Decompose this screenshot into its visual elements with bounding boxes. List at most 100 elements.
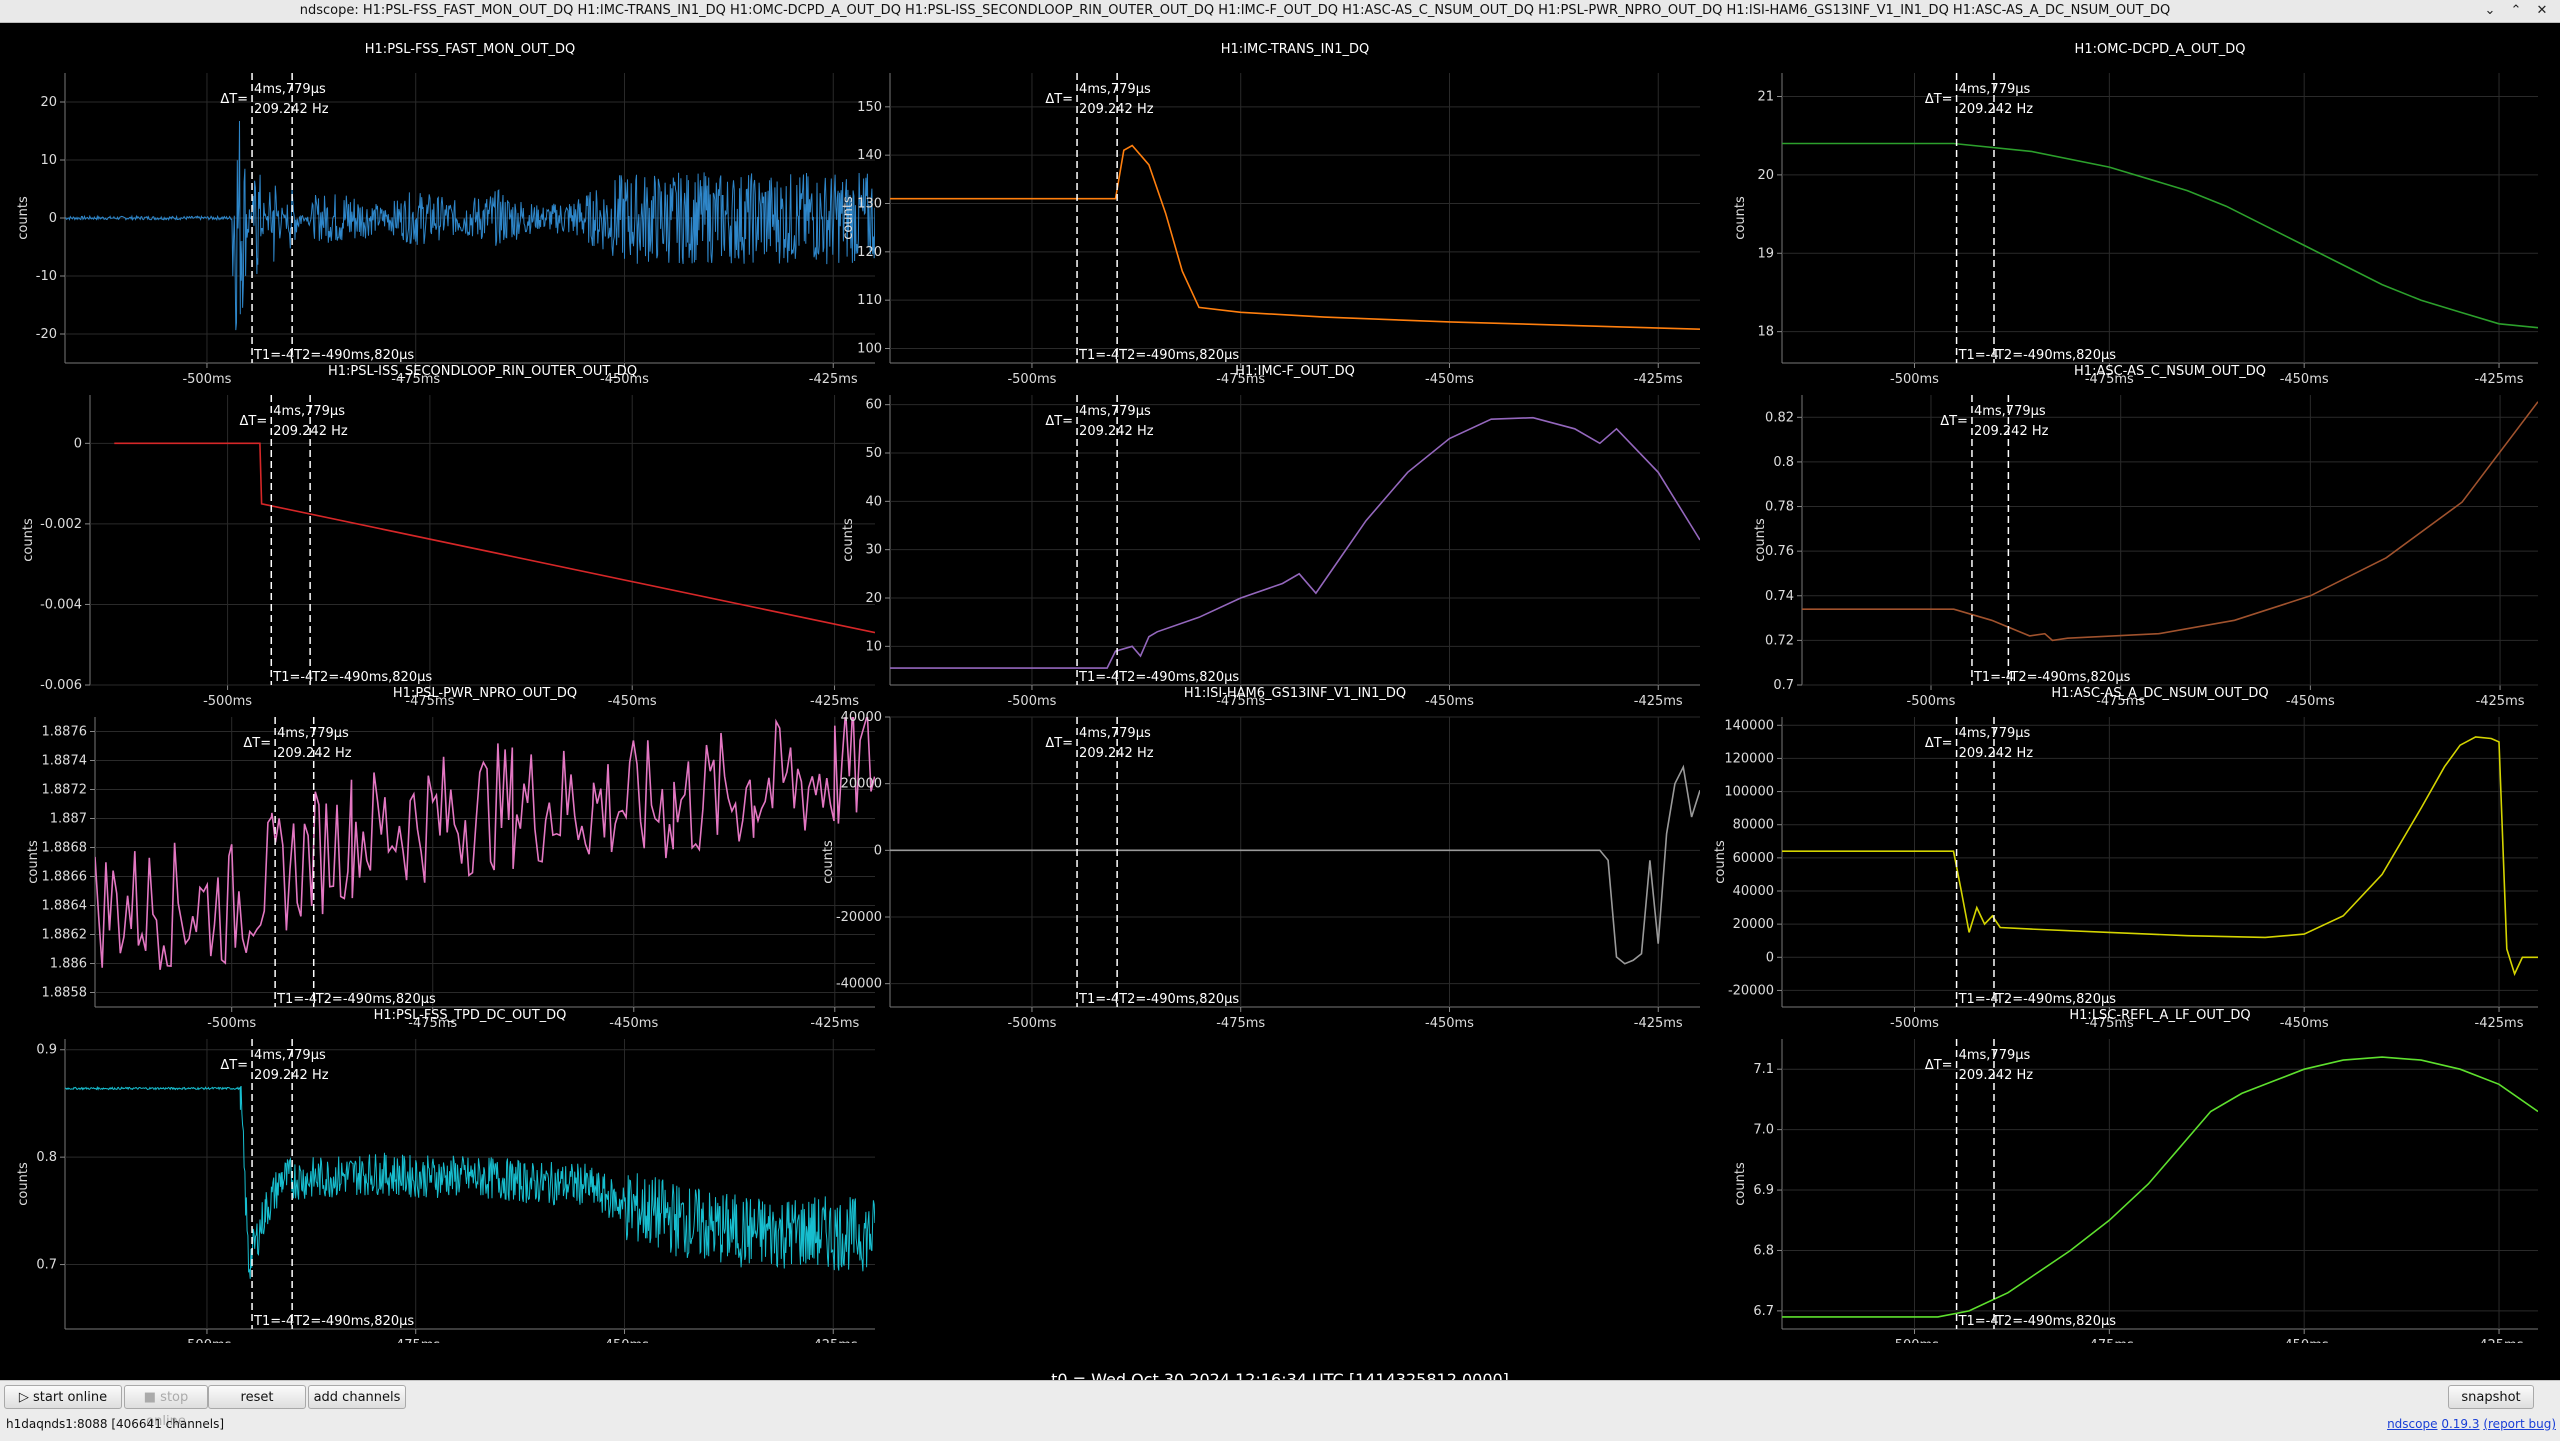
cursor-dt-value: 4ms,779μs (1959, 82, 2031, 97)
y-tick-label: 0 (1766, 950, 1774, 965)
y-tick-label: 1.8866 (42, 870, 88, 885)
cursor-dt-value: 4ms,779μs (1959, 726, 2031, 741)
plot-title: H1:PSL-ISS_SECONDLOOP_RIN_OUTER_OUT_DQ (328, 364, 637, 379)
cursor-freq: 209.242 Hz (1959, 1068, 2034, 1083)
y-axis-label: counts (1733, 196, 1748, 240)
y-tick-label: 50 (865, 446, 882, 461)
cursor-t1-label: T1=-4 (1078, 670, 1119, 685)
y-axis-label: counts (1733, 1162, 1748, 1206)
y-tick-label: 1.8876 (42, 725, 88, 740)
series-line (65, 120, 875, 331)
report-bug-link[interactable]: (report bug) (2483, 1417, 2556, 1431)
version-number-link[interactable]: 0.19.3 (2441, 1417, 2480, 1431)
y-tick-label: 6.8 (1753, 1243, 1774, 1258)
y-tick-label: 1.886 (50, 957, 87, 972)
cursor-freq: 209.242 Hz (1959, 746, 2034, 761)
plot-2[interactable]: H1:OMC-DCPD_A_OUT_DQ -500ms -475ms -450ms -4… (1733, 42, 2538, 387)
plot-title: H1:ASC-AS_C_NSUM_OUT_DQ (2074, 364, 2266, 379)
series-line (95, 717, 875, 970)
cursor-dt-value: 4ms,779μs (1079, 82, 1151, 97)
plot-8[interactable]: H1:ASC-AS_A_DC_NSUM_OUT_DQ -500ms -475ms -4… (1713, 686, 2538, 1031)
minimize-button[interactable]: ⌄ (2484, 3, 2496, 18)
plot-1[interactable]: H1:IMC-TRANS_IN1_DQ -500ms -475ms -450ms -42… (841, 42, 1700, 387)
cursor-freq: 209.242 Hz (1079, 746, 1154, 761)
plot-title: H1:ASC-AS_A_DC_NSUM_OUT_DQ (2051, 686, 2268, 701)
y-tick-label: 0.76 (1765, 544, 1794, 559)
y-tick-label: 40 (865, 494, 882, 509)
y-tick-label: 20000 (1733, 917, 1774, 932)
y-tick-label: 19 (1757, 246, 1774, 261)
plot-9[interactable]: H1:PSL-FSS_TPD_DC_OUT_DQ -500ms -475ms -450… (16, 1008, 875, 1353)
y-axis-label: counts (841, 518, 856, 562)
x-tick-label: -450ms (1425, 694, 1474, 709)
cursor-freq: 209.242 Hz (277, 746, 352, 761)
y-tick-label: 0.7 (1773, 678, 1794, 693)
plot-3[interactable]: H1:PSL-ISS_SECONDLOOP_RIN_OUTER_OUT_DQ -5… (21, 364, 875, 709)
plot-4[interactable]: H1:IMC-F_OUT_DQ -500ms -475ms -450ms -425ms 6… (841, 364, 1700, 709)
y-tick-label: 10 (40, 153, 57, 168)
x-tick-label: -475ms (405, 694, 454, 709)
start-online-button[interactable]: ▷ start online (4, 1385, 122, 1409)
series-line (1782, 736, 2538, 977)
y-axis-label: counts (1713, 840, 1728, 884)
close-button[interactable]: ✕ (2536, 3, 2548, 18)
plot-6[interactable]: H1:PSL-PWR_NPRO_OUT_DQ -500ms -475ms -450ms… (26, 686, 875, 1031)
y-tick-label: -20 (36, 327, 57, 342)
cursor-dt-value: 4ms,779μs (1959, 1048, 2031, 1063)
plot-5[interactable]: H1:ASC-AS_C_NSUM_OUT_DQ -500ms -475ms -450m… (1753, 364, 2538, 709)
series-line (114, 442, 875, 634)
y-tick-label: 60000 (1733, 851, 1774, 866)
y-tick-label: -20000 (836, 910, 882, 925)
cursor-dt-value: 4ms,779μs (273, 404, 345, 419)
y-axis-label: counts (16, 1162, 31, 1206)
maximize-button[interactable]: ⌃ (2510, 3, 2522, 18)
y-axis-label: counts (841, 196, 856, 240)
plot-title: H1:IMC-TRANS_IN1_DQ (1221, 42, 1369, 57)
y-tick-label: 20 (1757, 168, 1774, 183)
cursor-dt-value: 4ms,779μs (1079, 404, 1151, 419)
version-info: ndscope 0.19.3 (report bug) (2387, 1417, 2556, 1431)
cursor-t2-label: T2=-490ms,820μs (1118, 670, 1239, 685)
y-tick-label: 120 (857, 245, 882, 260)
start-online-label: start online (33, 1390, 108, 1405)
plot-title: H1:IMC-F_OUT_DQ (1235, 364, 1355, 379)
y-tick-label: 1.887 (50, 812, 87, 827)
cursor-t1-label: T1=-4 (1973, 670, 2014, 685)
x-tick-label: -475ms (408, 1016, 457, 1031)
plot-7[interactable]: H1:ISI-HAM6_GS13INF_V1_IN1_DQ -500ms -475m… (821, 686, 1700, 1031)
reset-button[interactable]: reset (208, 1385, 306, 1409)
snapshot-button[interactable]: snapshot (2448, 1385, 2534, 1409)
x-tick-label: -475ms (391, 1338, 440, 1343)
version-link[interactable]: ndscope (2387, 1417, 2438, 1431)
x-tick-label: -450ms (608, 694, 657, 709)
y-tick-label: 21 (1757, 90, 1774, 105)
cursor-freq: 209.242 Hz (1079, 102, 1154, 117)
y-tick-label: -10 (36, 269, 57, 284)
cursor-freq: 209.242 Hz (1974, 424, 2049, 439)
plot-title: H1:PSL-PWR_NPRO_OUT_DQ (393, 686, 577, 701)
cursor-dt-label: ΔT= (243, 736, 271, 751)
y-tick-label: -40000 (836, 977, 882, 992)
plot-10[interactable]: H1:LSC-REFL_A_LF_OUT_DQ -500ms -475ms -450m… (1733, 1008, 2538, 1353)
title-bar: ndscope: H1:PSL-FSS_FAST_MON_OUT_DQ H1:I… (0, 0, 2560, 23)
cursor-t1-label: T1=-4 (253, 1314, 294, 1329)
y-tick-label: 80000 (1733, 818, 1774, 833)
series-line (890, 764, 1700, 965)
y-tick-label: 1.8874 (42, 754, 88, 769)
y-tick-label: 0.8 (36, 1150, 57, 1165)
y-tick-label: -0.002 (40, 517, 82, 532)
add-channels-button[interactable]: add channels (308, 1385, 406, 1409)
plot-0[interactable]: H1:PSL-FSS_FAST_MON_OUT_DQ -500ms -475ms -4… (16, 42, 875, 387)
cursor-dt-label: ΔT= (220, 1058, 248, 1073)
plot-title: H1:OMC-DCPD_A_OUT_DQ (2075, 42, 2246, 57)
x-tick-label: -450ms (2286, 694, 2335, 709)
series-line (1782, 1056, 2538, 1318)
series-line (890, 144, 1700, 330)
plot-title: H1:PSL-FSS_TPD_DC_OUT_DQ (374, 1008, 567, 1023)
cursor-dt-value: 4ms,779μs (1974, 404, 2046, 419)
cursor-t2-label: T2=-490ms,820μs (1118, 992, 1239, 1007)
y-tick-label: 0.8 (1773, 455, 1794, 470)
stop-online-button[interactable]: ■ stop online (124, 1385, 208, 1429)
y-tick-label: 20 (40, 95, 57, 110)
cursor-t2-label: T2=-490ms,820μs (315, 992, 436, 1007)
